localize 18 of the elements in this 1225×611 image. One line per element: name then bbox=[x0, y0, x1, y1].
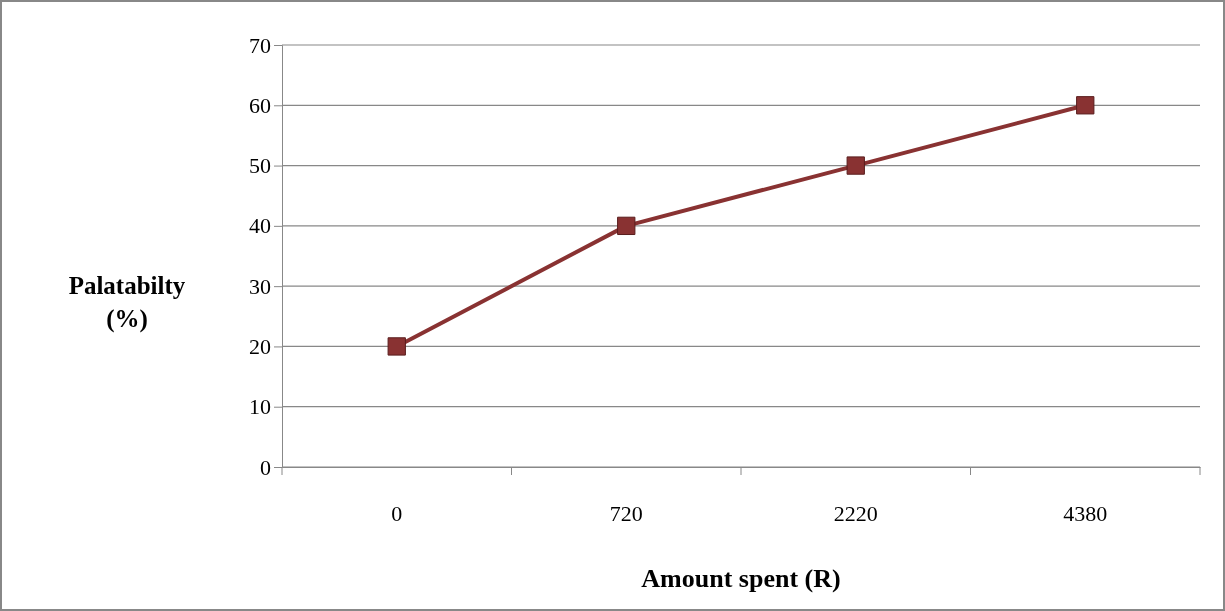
y-tick-label: 0 bbox=[260, 454, 271, 480]
point bbox=[1076, 96, 1095, 115]
y-tick-label: 60 bbox=[249, 92, 271, 118]
x-tick-label: 2220 bbox=[833, 500, 878, 526]
y-tick-label: 40 bbox=[249, 213, 271, 239]
y-tick-label: 50 bbox=[249, 153, 271, 179]
x-tick-label: 720 bbox=[609, 500, 643, 526]
x-tick-label: 4380 bbox=[1063, 500, 1108, 526]
point bbox=[617, 216, 636, 236]
x-tick-label: 0 bbox=[391, 500, 403, 526]
x-axis-title: Amount spent (R) bbox=[641, 564, 841, 593]
point bbox=[846, 156, 865, 175]
y-tick-label: 70 bbox=[249, 32, 271, 58]
y-tick-label: 30 bbox=[249, 273, 271, 299]
y-axis-title: Palatabilty (%) bbox=[68, 272, 186, 333]
y-tick-label: 10 bbox=[249, 394, 271, 420]
point bbox=[387, 337, 406, 356]
y-tick-label: 20 bbox=[249, 333, 271, 359]
